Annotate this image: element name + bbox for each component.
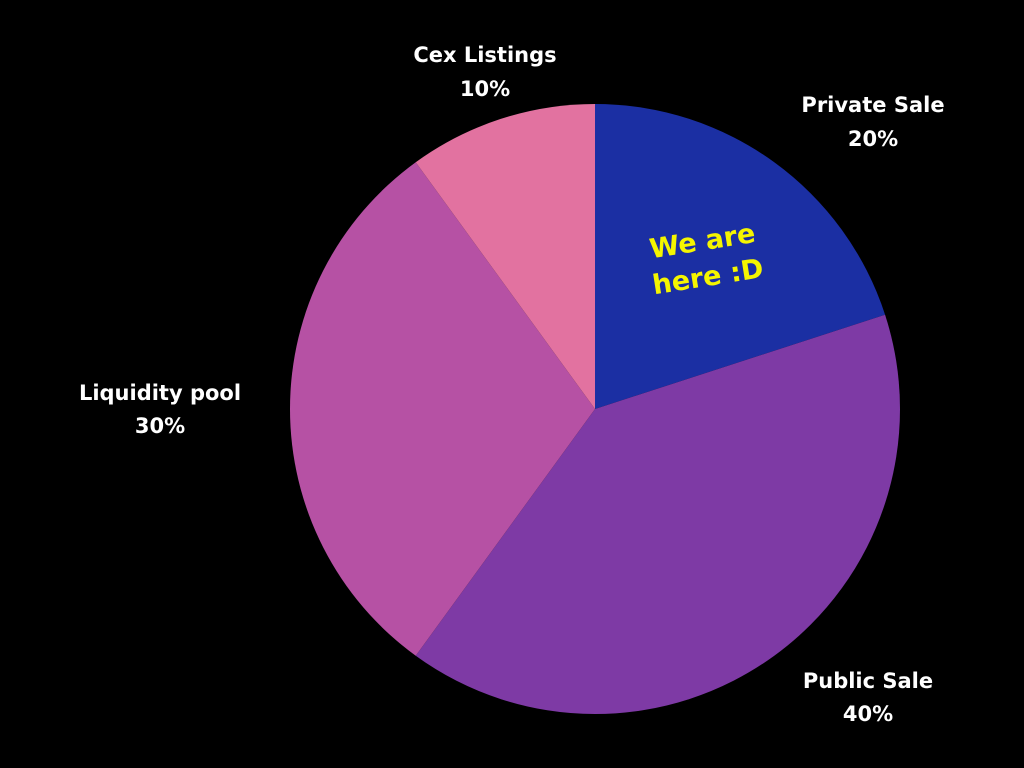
slice-percent-cex-listings: 10% — [460, 77, 510, 101]
slice-label-cex-listings: Cex Listings — [413, 43, 556, 67]
pie-slice-public-sale — [415, 314, 901, 715]
pie-slice-private-sale — [595, 104, 886, 409]
pie-slice-liquidity-pool — [290, 162, 595, 656]
pie-labels: Private Sale 20% Public Sale 40% Liquidity p… — [79, 43, 945, 726]
slice-label-liquidity-pool: Liquidity pool — [79, 381, 241, 405]
slice-percent-liquidity-pool: 30% — [135, 414, 185, 438]
slice-label-public-sale: Public Sale — [803, 669, 933, 693]
slice-percent-public-sale: 40% — [843, 702, 893, 726]
slice-percent-private-sale: 20% — [848, 127, 898, 151]
pie-slice-cex-listings — [415, 104, 595, 409]
pie-slices — [290, 104, 901, 715]
slice-label-private-sale: Private Sale — [801, 93, 944, 117]
